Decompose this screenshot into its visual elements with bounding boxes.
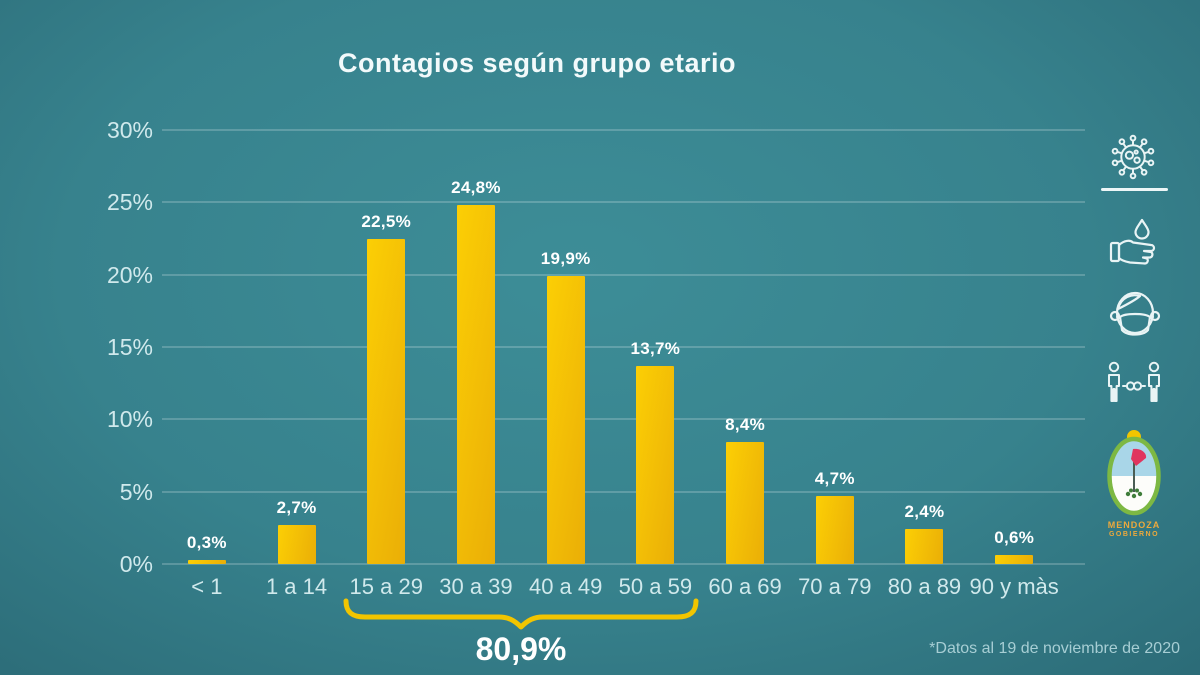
bar-value-label: 8,4%: [725, 415, 766, 435]
gridline: [162, 418, 1085, 421]
y-axis-tick-label: 0%: [119, 551, 153, 577]
gridline: [162, 346, 1085, 348]
bar-column: 2,7% 1 a 14: [252, 130, 342, 599]
gridline: [162, 273, 1085, 276]
hand-washing-icon: [1104, 214, 1166, 276]
x-axis-label: 30 a 39: [439, 574, 513, 599]
brace-total-label: 80,9%: [475, 631, 567, 667]
bar-column: 0,3% < 1: [162, 130, 252, 599]
x-axis-label: 90 y màs: [969, 574, 1059, 599]
x-axis-label: < 1: [191, 574, 223, 599]
bar: [456, 205, 495, 564]
logo-name: MENDOZA: [1107, 520, 1161, 530]
gridline: [162, 490, 1085, 493]
bar-column: 0,6% 90 y màs: [969, 130, 1059, 599]
y-axis-tick-label: 30%: [106, 117, 153, 143]
bar: [187, 559, 226, 564]
mendoza-gobierno-logo: MENDOZA GOBIERNO: [1096, 428, 1172, 538]
bar-value-label: 4,7%: [814, 469, 855, 489]
gridline: [162, 201, 1085, 204]
x-axis-label: 40 a 49: [528, 574, 603, 599]
social-distancing-icon: [1101, 360, 1167, 410]
virus-icon: [1106, 130, 1160, 184]
gridline: [162, 129, 1085, 131]
bar: [367, 238, 406, 564]
bar: [726, 442, 765, 564]
bar-value-label: 0,3%: [186, 532, 227, 552]
bar-value-label: 13,7%: [630, 338, 681, 358]
x-axis-label: 15 a 29: [349, 574, 423, 599]
bar-column: 24,8% 30 a 39: [431, 130, 521, 599]
bar-column: 2,4% 80 a 89: [880, 130, 970, 599]
bar-value-label: 24,8%: [451, 178, 501, 198]
face-mask-icon: [1104, 284, 1166, 348]
bar: [905, 529, 944, 564]
bar-value-label: 19,9%: [540, 249, 591, 269]
gridlines: [162, 129, 1085, 565]
separator-line: [1101, 188, 1168, 191]
x-axis-label: 80 a 89: [887, 574, 962, 599]
bar-column: 22,5% 15 a 29: [341, 130, 431, 600]
bar-value-label: 0,6%: [994, 528, 1035, 548]
y-axis-tick-label: 15%: [106, 334, 153, 360]
bar-column: 8,4% 60 a 69: [700, 130, 790, 599]
footnote: *Datos al 19 de noviembre de 2020: [929, 640, 1180, 657]
bar-column: 13,7% 50 a 59: [611, 130, 701, 599]
brace-annotation: [343, 598, 699, 630]
chart-title: Contagios según grupo etario: [337, 48, 736, 78]
y-axis-tick-label: 20%: [106, 261, 153, 288]
y-axis-tick-label: 25%: [106, 189, 153, 216]
bar-series: 0,3% < 1 2,7% 1 a 14 22,5% 15 a 29 24,8% 30 a 3…: [162, 130, 1059, 600]
bar: [995, 555, 1034, 564]
bar: [546, 276, 585, 564]
gridline: [162, 563, 1085, 565]
x-axis-label: 50 a 59: [618, 574, 693, 599]
bar-value-label: 2,4%: [904, 502, 945, 522]
x-axis-label: 60 a 69: [708, 574, 782, 599]
bar: [636, 365, 675, 564]
bar-value-label: 2,7%: [276, 497, 317, 517]
y-axis-tick-label: 5%: [119, 478, 153, 505]
bar-column: 4,7% 70 a 79: [790, 130, 880, 599]
bar-column: 19,9% 40 a 49: [521, 130, 611, 599]
bar: [815, 496, 854, 564]
x-axis-label: 70 a 79: [798, 574, 872, 599]
x-axis-label: 1 a 14: [265, 574, 328, 599]
bar: [277, 524, 316, 564]
logo-sub: GOBIERNO: [1108, 531, 1160, 538]
bar-value-label: 22,5%: [361, 211, 412, 231]
y-axis-tick-label: 10%: [106, 406, 153, 433]
